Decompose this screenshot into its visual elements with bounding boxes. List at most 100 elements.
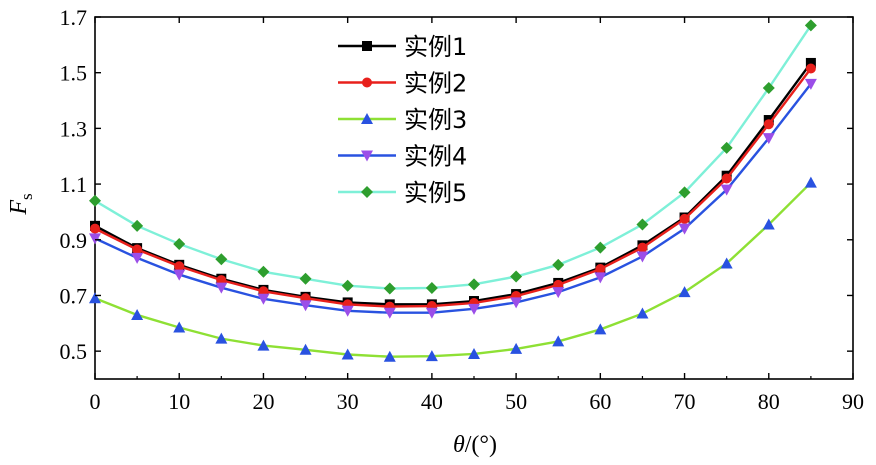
data-point-3 bbox=[636, 307, 649, 319]
x-tick-label: 50 bbox=[505, 389, 527, 414]
data-point-1 bbox=[805, 57, 816, 68]
data-point-3 bbox=[594, 323, 607, 335]
data-point-2 bbox=[721, 173, 732, 184]
y-axis-subscript: s bbox=[17, 193, 36, 200]
series-line-4 bbox=[94, 83, 812, 314]
legend-entry-2: 实例2 bbox=[338, 70, 467, 98]
data-point-5 bbox=[594, 241, 607, 254]
data-point-2 bbox=[90, 223, 100, 234]
axes-frame bbox=[94, 16, 854, 380]
data-point-2 bbox=[258, 286, 269, 297]
data-point-3 bbox=[173, 321, 186, 333]
x-axis-unit: /(°) bbox=[465, 432, 497, 458]
data-point-4 bbox=[636, 251, 649, 263]
data-point-5 bbox=[468, 278, 480, 291]
data-point-4 bbox=[594, 272, 607, 284]
legend-marker bbox=[361, 186, 373, 198]
data-point-3 bbox=[468, 347, 480, 359]
data-point-5 bbox=[804, 19, 817, 32]
data-point-5 bbox=[299, 272, 312, 285]
data-point-4 bbox=[510, 297, 523, 309]
data-point-4 bbox=[89, 233, 101, 245]
data-point-2 bbox=[595, 264, 606, 275]
data-point-5 bbox=[89, 194, 101, 207]
data-point-4 bbox=[131, 252, 144, 264]
data-point-4 bbox=[173, 269, 186, 281]
legend-marker bbox=[362, 77, 372, 88]
data-point-5 bbox=[425, 281, 438, 294]
data-point-2 bbox=[132, 244, 143, 255]
series-line-2 bbox=[94, 67, 812, 308]
x-tick-label: 70 bbox=[674, 389, 696, 414]
y-tick-label: 0.5 bbox=[60, 339, 88, 364]
legend-entry-3: 实例3 bbox=[338, 106, 467, 134]
ticks-layer: 0 10 20 30 40 50 60 70 80 90 0.5 0.7 0.9 1.1 1.3 1.5 1.7 bbox=[60, 5, 865, 414]
data-point-3 bbox=[383, 350, 396, 362]
x-tick-label: 90 bbox=[842, 389, 864, 414]
data-point-3 bbox=[341, 348, 354, 360]
data-point-3 bbox=[552, 335, 565, 347]
x-axis-title: θ/(°) bbox=[453, 432, 497, 458]
series-5 bbox=[89, 19, 817, 295]
data-point-4 bbox=[678, 223, 691, 235]
data-point-4 bbox=[468, 303, 480, 315]
data-point-3 bbox=[89, 292, 101, 304]
data-point-5 bbox=[636, 218, 649, 231]
data-point-3 bbox=[678, 286, 691, 298]
y-axis-variable: F bbox=[6, 200, 32, 216]
data-point-4 bbox=[720, 184, 733, 196]
x-axis-variable: θ bbox=[453, 432, 465, 458]
data-point-3 bbox=[257, 339, 270, 351]
data-point-4 bbox=[257, 293, 270, 305]
x-tick-label: 30 bbox=[337, 389, 359, 414]
legend: 实例1 实例2 实例3 实例4 实例5 bbox=[338, 33, 467, 207]
y-tick-label: 0.9 bbox=[60, 228, 88, 253]
series-layer bbox=[89, 19, 817, 362]
data-point-4 bbox=[299, 300, 312, 312]
data-point-5 bbox=[341, 279, 354, 292]
y-tick-label: 1.1 bbox=[60, 172, 88, 197]
legend-label: 实例4 bbox=[404, 143, 467, 171]
data-point-4 bbox=[341, 305, 354, 317]
y-tick-label: 1.7 bbox=[60, 5, 88, 30]
data-point-3 bbox=[425, 350, 438, 362]
legend-marker bbox=[361, 113, 373, 124]
data-point-4 bbox=[552, 287, 565, 299]
data-point-2 bbox=[763, 119, 774, 130]
legend-entry-5: 实例5 bbox=[338, 179, 467, 207]
legend-entry-1: 实例1 bbox=[338, 33, 467, 61]
data-point-2 bbox=[805, 63, 816, 74]
data-point-2 bbox=[679, 213, 690, 224]
data-point-5 bbox=[720, 141, 733, 154]
data-point-5 bbox=[552, 258, 565, 271]
series-4 bbox=[89, 78, 817, 319]
legend-label: 实例1 bbox=[404, 33, 467, 61]
data-point-2 bbox=[216, 275, 227, 286]
legend-label: 实例5 bbox=[404, 179, 467, 207]
x-tick-label: 20 bbox=[252, 389, 274, 414]
data-point-2 bbox=[637, 242, 648, 253]
data-point-5 bbox=[510, 270, 523, 283]
legend-label: 实例3 bbox=[404, 106, 467, 134]
legend-label: 实例2 bbox=[404, 70, 467, 98]
data-point-3 bbox=[720, 257, 733, 269]
x-tick-label: 10 bbox=[168, 389, 190, 414]
data-point-5 bbox=[762, 82, 775, 95]
data-point-4 bbox=[383, 307, 396, 319]
data-point-3 bbox=[762, 218, 775, 230]
data-point-4 bbox=[215, 282, 228, 294]
data-point-3 bbox=[804, 176, 817, 188]
y-tick-label: 1.3 bbox=[60, 116, 88, 141]
data-point-5 bbox=[215, 253, 228, 266]
data-point-3 bbox=[215, 332, 228, 344]
series-line-3 bbox=[94, 181, 812, 358]
data-point-5 bbox=[383, 282, 396, 295]
series-line-5 bbox=[94, 24, 812, 290]
data-point-4 bbox=[425, 307, 438, 319]
data-point-5 bbox=[678, 186, 691, 199]
data-point-4 bbox=[804, 78, 817, 90]
legend-entry-4: 实例4 bbox=[338, 143, 467, 171]
data-point-3 bbox=[510, 342, 523, 354]
data-point-2 bbox=[174, 261, 185, 272]
